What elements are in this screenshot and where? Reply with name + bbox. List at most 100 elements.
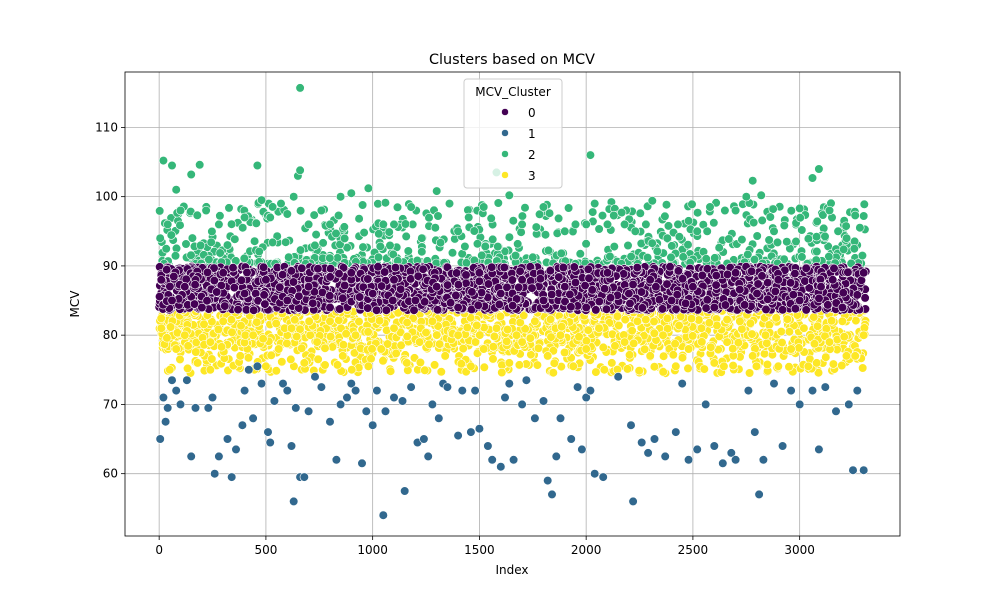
cluster-3-point [470,337,481,347]
cluster-1-point [692,444,702,455]
cluster-3-point [612,311,623,321]
cluster-0-point [514,282,524,293]
cluster-0-point [372,305,382,315]
cluster-1-point [419,434,429,444]
cluster-2-point [400,219,411,229]
cluster-2-point [161,244,171,254]
cluster-1-point [304,406,314,416]
cluster-2-point [692,226,702,236]
cluster-0-point [453,280,464,290]
cluster-2-point [786,206,796,216]
cluster-3-point [624,350,635,360]
cluster-2-point [630,226,640,236]
cluster-2-point [795,203,805,213]
cluster-3-point [709,358,719,368]
cluster-2-point [757,215,767,225]
cluster-2-point [304,219,314,229]
cluster-2-point [663,221,674,231]
cluster-3-point [205,337,215,347]
cluster-2-point [516,227,526,237]
cluster-3-point [649,328,659,338]
cluster-2-point [662,233,672,243]
cluster-3-point [393,308,403,318]
cluster-3-point [839,332,849,342]
cluster-0-point [570,278,581,288]
cluster-2-point [820,231,830,241]
cluster-1-point [163,403,173,413]
cluster-2-point [701,254,711,264]
cluster-0-point [297,263,307,273]
cluster-2-point [155,206,165,216]
cluster-2-point [765,212,775,222]
cluster-2-point [674,232,685,242]
cluster-0-point [209,263,219,273]
cluster-1-point [289,496,299,507]
cluster-0-point [777,305,788,315]
cluster-3-point [546,332,556,342]
cluster-3-point [677,353,688,363]
cluster-2-point [215,211,225,221]
cluster-1-point [777,441,788,451]
cluster-0-point [838,288,848,298]
cluster-1-point [530,413,540,423]
cluster-3-point [166,322,176,332]
cluster-2-point [661,200,672,210]
cluster-3-point [489,331,500,342]
cluster-1-point [517,399,527,410]
cluster-3-point [568,361,578,371]
cluster-1-point [427,399,438,410]
cluster-2-point [724,234,734,244]
cluster-3-point [706,342,716,352]
cluster-3-point [812,321,823,331]
cluster-2-point [403,246,413,256]
cluster-3-point [320,343,330,353]
cluster-3-point [226,315,236,325]
cluster-3-point [292,332,302,342]
cluster-2-point [435,238,446,248]
cluster-2-point [859,211,869,221]
cluster-1-point [470,386,480,396]
cluster-3-point [213,324,223,335]
cluster-2-point [839,244,849,254]
cluster-3-point [274,344,284,354]
cluster-3-point [349,348,360,358]
cluster-2-point [772,237,783,247]
cluster-3-point [297,343,307,353]
cluster-3-point [436,367,446,377]
cluster-0-point [309,287,320,297]
cluster-2-point [310,240,320,250]
cluster-1-point [269,396,280,406]
cluster-3-point [828,359,839,369]
cluster-2-point [833,226,843,236]
cluster-3-point [299,358,309,368]
cluster-2-point [517,219,527,229]
cluster-2-point [660,211,670,221]
cluster-2-point [737,235,747,245]
cluster-1-point [361,406,371,416]
cluster-3-point [363,361,374,371]
cluster-0-point [823,300,833,310]
cluster-0-point [628,279,638,290]
cluster-2-point [710,253,720,263]
cluster-2-point [652,246,662,256]
cluster-3-point [762,338,772,348]
cluster-2-point [378,219,388,229]
cluster-1-point [613,372,623,382]
cluster-0-point [852,290,862,300]
cluster-2-point [472,239,483,249]
cluster-3-point [395,327,406,337]
cluster-2-point [705,202,715,212]
cluster-2-point [334,210,344,221]
cluster-3-point [258,334,268,344]
cluster-1-point [263,427,273,437]
cluster-1-point [555,413,566,423]
cluster-2-point [460,241,470,252]
cluster-3-point [402,318,412,328]
cluster-2-point [779,220,789,231]
cluster-2-point [617,208,627,218]
cluster-3-point [619,337,630,347]
cluster-1-point [400,486,410,496]
cluster-2-point [339,222,349,232]
cluster-3-point [599,365,609,375]
cluster-2-point [520,203,530,213]
